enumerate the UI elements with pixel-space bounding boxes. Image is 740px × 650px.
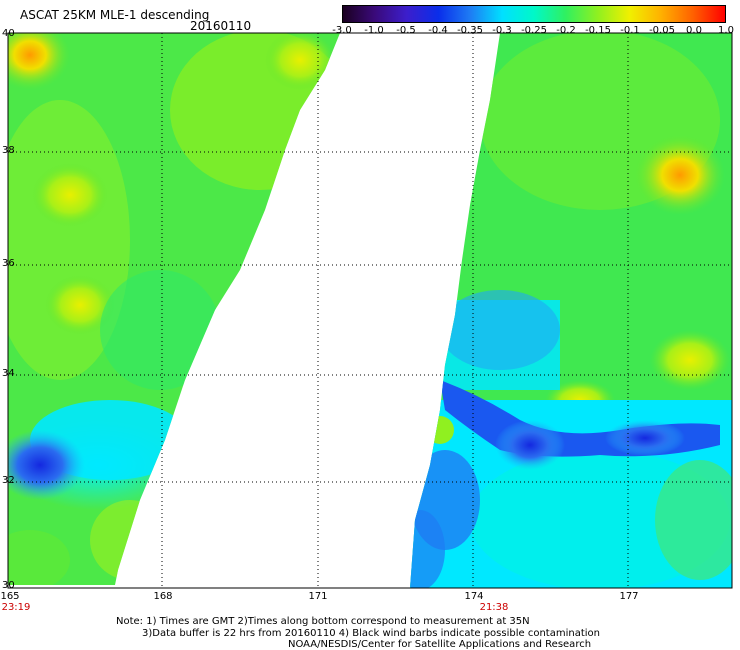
right-swath (410, 33, 732, 588)
lat-label: 34 (2, 368, 15, 379)
colorbar-tick-label: -0.05 (649, 25, 675, 36)
colorbar-tick-label: -3.0 (332, 25, 352, 36)
left-swath (8, 33, 340, 585)
colorbar-tick-label: -0.15 (585, 25, 611, 36)
map-title: ASCAT 25KM MLE-1 descending (20, 8, 210, 22)
lat-lon-grid (8, 33, 732, 588)
colorbar-tick-label: -0.1 (620, 25, 640, 36)
colorbar (342, 5, 726, 23)
lat-label: 36 (2, 258, 15, 269)
lat-label: 30 (2, 580, 15, 591)
colorbar-tick-label: -0.5 (396, 25, 416, 36)
footer-credit: NOAA/NESDIS/Center for Satellite Applica… (288, 639, 592, 650)
colorbar-tick-label: -0.4 (428, 25, 448, 36)
colorbar-tick-label: -0.3 (492, 25, 512, 36)
swath-time-right: 21:38 (479, 602, 509, 613)
footer-note-2: 3)Data buffer is 22 hrs from 20160110 4)… (142, 628, 600, 639)
footer-note-1: Note: 1) Times are GMT 2)Times along bot… (116, 616, 530, 627)
map-frame (7, 32, 733, 589)
lon-label: 171 (308, 591, 328, 602)
swath-time-left: 23:19 (1, 602, 31, 613)
colorbar-tick-label: 1.0 (718, 25, 734, 36)
colorbar-ticks: -3.0 -1.0 -0.5 -0.4 -0.35 -0.3 -0.25 -0.2 -0.15-… (332, 25, 734, 39)
colorbar-tick-label: -1.0 (364, 25, 384, 36)
lat-label: 40 (2, 28, 15, 39)
colorbar-tick-label: -0.25 (521, 25, 547, 36)
colorbar-tick-label: -0.2 (556, 25, 576, 36)
lon-label: 174 (464, 591, 484, 602)
lon-label: 165 (0, 591, 20, 602)
map-date: 20160110 (190, 19, 252, 33)
lon-label: 177 (619, 591, 639, 602)
colorbar-tick-label: -0.35 (457, 25, 483, 36)
lat-label: 38 (2, 145, 15, 156)
lon-label: 168 (153, 591, 173, 602)
lat-label: 32 (2, 475, 15, 486)
colorbar-tick-label: 0.0 (686, 25, 702, 36)
